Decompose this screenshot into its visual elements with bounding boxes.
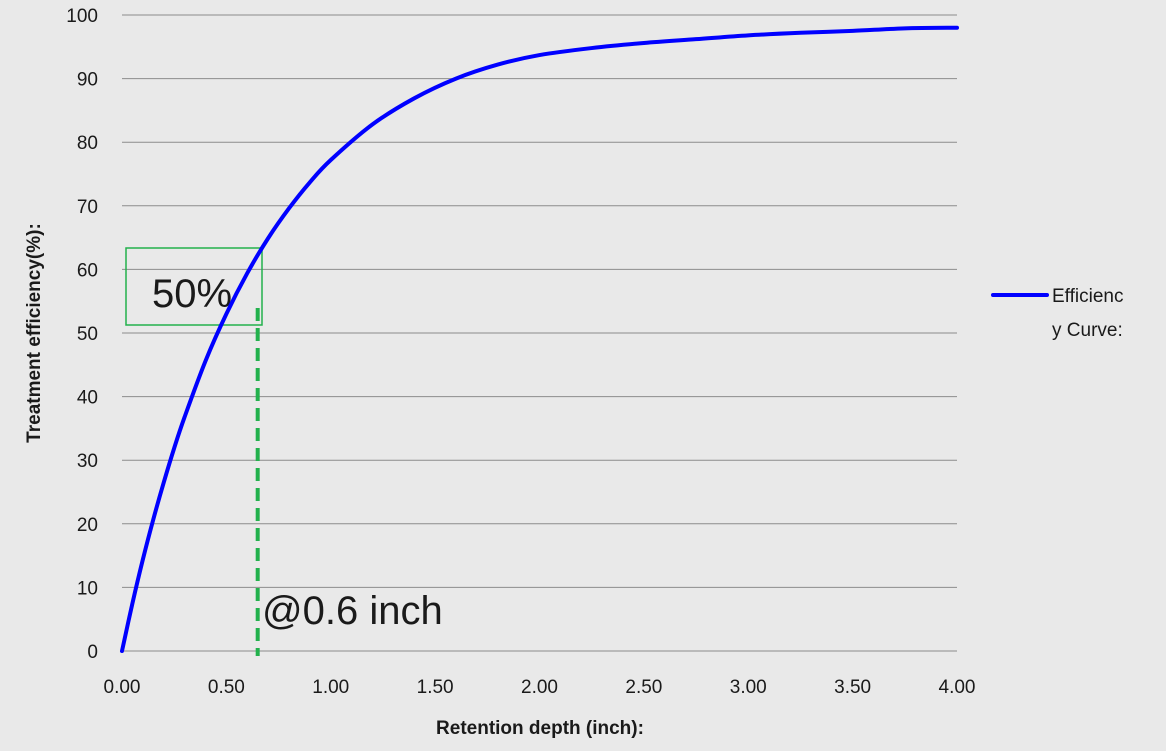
series-line-0 <box>120 25 959 653</box>
x-tick-labels: 0.00 0.50 1.00 1.50 2.00 2.50 3.00 3.50 4.00 <box>104 677 976 698</box>
y-tick-label: 40 <box>77 388 98 409</box>
marker-layer: 50% @0.6 inch <box>125 247 443 656</box>
legend-label: y Curve: <box>1052 320 1123 341</box>
y-axis-title: Treatment efficiency(%): <box>24 223 45 443</box>
x-axis-title: Retention depth (inch): <box>436 718 644 739</box>
series-layer <box>120 25 959 653</box>
y-tick-label: 80 <box>77 133 98 154</box>
y-tick-label: 0 <box>87 642 98 663</box>
x-tick-label: 3.50 <box>834 677 871 698</box>
legend-label: Efficienc <box>1052 286 1123 307</box>
legend: Efficienc y Curve: <box>991 286 1123 341</box>
y-tick-label: 30 <box>77 451 98 472</box>
annotation-box-label: 50% <box>152 272 232 316</box>
grid-layer <box>122 14 957 652</box>
x-tick-label: 1.00 <box>312 677 349 698</box>
y-tick-label: 70 <box>77 197 98 218</box>
y-tick-label: 20 <box>77 515 98 536</box>
x-tick-label: 0.50 <box>208 677 245 698</box>
y-tick-labels: 0 10 20 30 40 50 60 70 80 90 100 <box>66 6 98 663</box>
annotation-box <box>125 247 263 326</box>
x-tick-label: 4.00 <box>939 677 976 698</box>
x-tick-label: 2.50 <box>625 677 662 698</box>
y-tick-label: 90 <box>77 70 98 91</box>
y-tick-label: 60 <box>77 260 98 281</box>
y-tick-label: 10 <box>77 578 98 599</box>
x-tick-label: 2.00 <box>521 677 558 698</box>
y-tick-label: 50 <box>77 324 98 345</box>
annotation-depth-label: @0.6 inch <box>262 589 443 633</box>
x-tick-label: 1.50 <box>417 677 454 698</box>
x-tick-label: 0.00 <box>104 677 141 698</box>
y-tick-label: 100 <box>66 6 98 27</box>
x-tick-label: 3.00 <box>730 677 767 698</box>
